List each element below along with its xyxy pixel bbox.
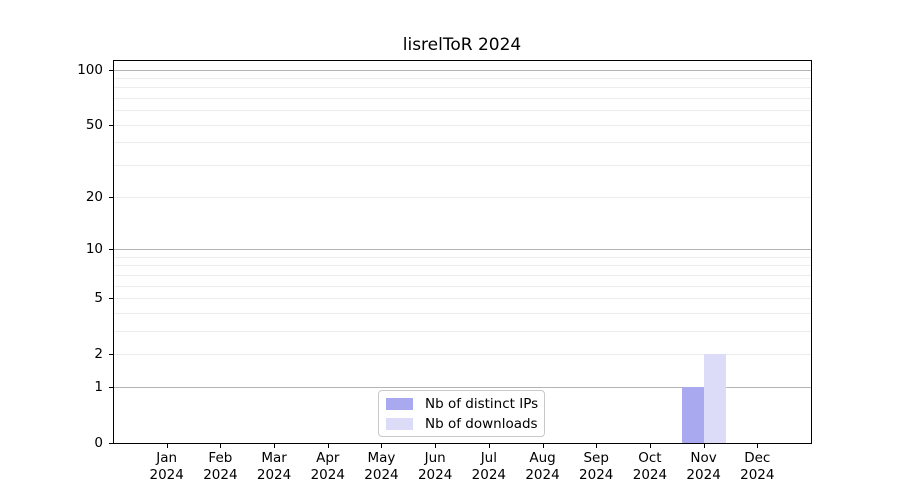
gridline-minor-6 [113, 285, 811, 287]
axis-spine-top [113, 60, 812, 61]
axis-spine-bottom [113, 443, 812, 444]
gridline-minor-50 [113, 124, 811, 126]
x-tick-jul-2024 [488, 444, 490, 448]
y-tick-1 [109, 386, 113, 388]
x-label-month: Oct [638, 450, 662, 466]
x-tick-mar-2024 [274, 444, 276, 448]
x-label-month: Jun [424, 450, 446, 466]
legend-item-downloads: Nb of downloads [386, 416, 544, 432]
y-tick-label-2: 2 [94, 346, 103, 363]
gridline-minor-20 [113, 196, 811, 198]
x-label-year: 2024 [525, 467, 560, 483]
x-tick-apr-2024 [327, 444, 329, 448]
x-label-year: 2024 [686, 467, 721, 483]
x-label-year: 2024 [740, 467, 775, 483]
chart-title: lisrelToR 2024 [402, 35, 522, 55]
gridline-minor-3 [113, 330, 811, 332]
y-tick-20 [109, 196, 113, 198]
gridline-minor-2 [113, 354, 811, 356]
x-tick-jun-2024 [435, 444, 437, 448]
x-label-year: 2024 [149, 467, 184, 483]
x-tick-label-sep-2024: Sep 2024 [551, 450, 641, 484]
legend-swatch-distinct-ips [386, 397, 413, 410]
x-tick-label-mar-2024: Mar 2024 [229, 450, 319, 484]
y-tick-label-10: 10 [85, 240, 103, 257]
x-label-month: Mar [261, 450, 287, 466]
x-tick-label-oct-2024: Oct 2024 [605, 450, 695, 484]
gridline-minor-40 [113, 142, 811, 144]
x-tick-sep-2024 [596, 444, 598, 448]
legend-item-distinct-ips: Nb of distinct IPs [386, 396, 544, 412]
bar-nb-of-distinct-ips-nov-2024 [681, 386, 704, 443]
x-tick-label-may-2024: May 2024 [336, 450, 426, 484]
x-tick-label-nov-2024: Nov 2024 [659, 450, 749, 484]
gridline-major-100 [113, 69, 811, 71]
x-tick-aug-2024 [542, 444, 544, 448]
legend: Nb of distinct IPs Nb of downloads [378, 390, 545, 437]
x-tick-label-jun-2024: Jun 2024 [390, 450, 480, 484]
gridline-minor-9 [113, 256, 811, 258]
y-tick-label-50: 50 [85, 116, 103, 133]
gridline-minor-70 [113, 98, 811, 100]
legend-swatch-downloads [386, 417, 413, 430]
y-tick-2 [109, 354, 113, 356]
y-tick-10 [109, 248, 113, 250]
x-label-year: 2024 [364, 467, 399, 483]
gridline-minor-90 [113, 77, 811, 79]
x-label-month: Sep [583, 450, 609, 466]
x-label-year: 2024 [632, 467, 668, 483]
y-tick-label-0: 0 [94, 435, 103, 451]
gridline-major-10 [113, 248, 811, 250]
x-tick-label-jan-2024: Jan 2024 [122, 450, 212, 484]
x-label-year: 2024 [310, 467, 345, 483]
legend-label-distinct-ips: Nb of distinct IPs [425, 395, 539, 412]
y-tick-100 [109, 69, 113, 71]
x-label-year: 2024 [579, 467, 614, 483]
y-tick-label-20: 20 [85, 188, 103, 205]
x-label-month: Aug [529, 450, 556, 466]
x-tick-may-2024 [381, 444, 383, 448]
x-label-month: Jul [480, 450, 497, 466]
x-tick-oct-2024 [649, 444, 651, 448]
y-tick-label-1: 1 [94, 378, 103, 395]
gridline-minor-30 [113, 165, 811, 167]
x-tick-dec-2024 [757, 444, 759, 448]
x-label-year: 2024 [471, 467, 507, 483]
x-tick-feb-2024 [220, 444, 222, 448]
plot-area [113, 60, 811, 443]
y-tick-50 [109, 124, 113, 126]
x-label-month: Nov [690, 450, 717, 466]
axis-spine-right [811, 60, 812, 444]
x-tick-label-aug-2024: Aug 2024 [498, 450, 588, 484]
y-tick-5 [109, 297, 113, 299]
x-label-month: Dec [744, 450, 771, 466]
x-tick-nov-2024 [703, 444, 705, 448]
x-label-year: 2024 [256, 467, 292, 483]
x-label-year: 2024 [417, 467, 453, 483]
y-tick-label-5: 5 [94, 289, 103, 306]
axis-spine-left [113, 60, 114, 444]
x-label-month: May [367, 450, 396, 466]
gridline-minor-7 [113, 274, 811, 276]
gridline-minor-5 [113, 297, 811, 299]
x-tick-jan-2024 [166, 444, 168, 448]
x-label-year: 2024 [203, 467, 238, 483]
x-tick-label-feb-2024: Feb 2024 [175, 450, 265, 484]
x-tick-label-jul-2024: Jul 2024 [444, 450, 534, 484]
x-label-month: Jan [156, 450, 178, 466]
bar-nb-of-downloads-nov-2024 [703, 354, 726, 443]
x-label-month: Feb [208, 450, 233, 466]
gridline-minor-8 [113, 265, 811, 267]
gridline-minor-4 [113, 312, 811, 314]
x-tick-label-dec-2024: Dec 2024 [712, 450, 802, 484]
legend-label-downloads: Nb of downloads [425, 415, 538, 432]
gridline-minor-60 [113, 110, 811, 112]
x-label-month: Apr [316, 450, 340, 466]
x-tick-label-apr-2024: Apr 2024 [283, 450, 373, 484]
y-tick-label-100: 100 [77, 61, 103, 78]
gridline-minor-80 [113, 87, 811, 89]
gridline-major-1 [113, 386, 811, 388]
y-tick-0 [109, 443, 113, 444]
